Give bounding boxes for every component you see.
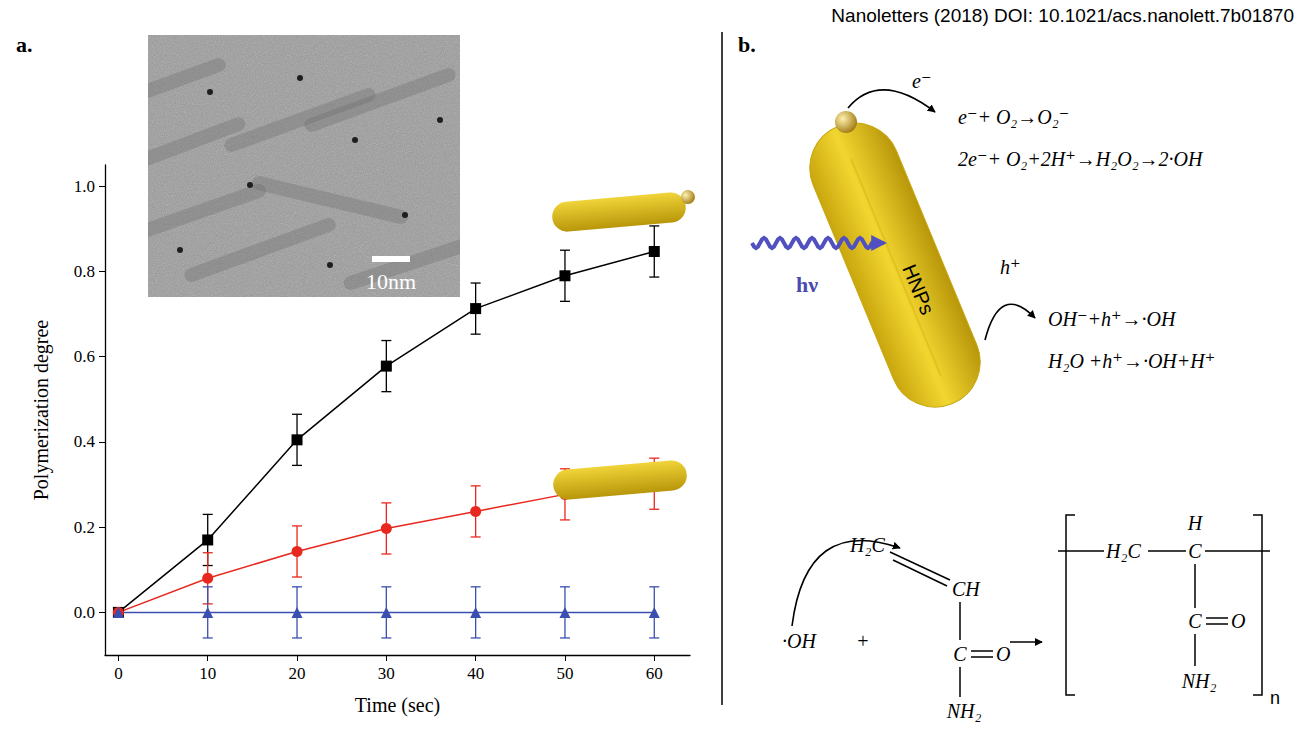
svg-text:1.0: 1.0 — [74, 177, 95, 196]
svg-text:e⁻+ O₂→O₂⁻: e⁻+ O₂→O₂⁻ — [958, 106, 1069, 128]
svg-text:NH₂: NH₂ — [946, 700, 982, 722]
svg-text:0: 0 — [114, 664, 123, 683]
svg-text:0.0: 0.0 — [74, 603, 95, 622]
svg-text:NH₂: NH₂ — [1181, 670, 1217, 692]
svg-text:O: O — [996, 643, 1010, 665]
svg-text:20: 20 — [289, 664, 306, 683]
svg-text:HNPs: HNPs — [898, 261, 938, 318]
svg-text:n: n — [1270, 688, 1280, 708]
svg-text:2e⁻+ O₂+2H⁺→H₂O₂→2·OH: 2e⁻+ O₂+2H⁺→H₂O₂→2·OH — [958, 148, 1204, 170]
svg-text:Polymerization degree: Polymerization degree — [30, 320, 53, 501]
svg-text:e⁻: e⁻ — [912, 70, 931, 92]
svg-text:OH⁻+h⁺→·OH: OH⁻+h⁺→·OH — [1048, 308, 1177, 330]
svg-text:·OH: ·OH — [782, 630, 817, 652]
svg-text:CH: CH — [952, 578, 981, 600]
svg-text:h⁺: h⁺ — [1000, 256, 1021, 278]
svg-text:Nanoletters (2018) DOI: 10.102: Nanoletters (2018) DOI: 10.1021/acs.nano… — [831, 5, 1294, 26]
svg-text:a.: a. — [16, 32, 33, 57]
svg-text:60: 60 — [646, 664, 663, 683]
svg-text:0.8: 0.8 — [74, 262, 95, 281]
svg-text:0.4: 0.4 — [74, 432, 96, 451]
svg-text:H₂O +h⁺→·OH+H⁺: H₂O +h⁺→·OH+H⁺ — [1047, 350, 1215, 372]
svg-text:C: C — [1188, 540, 1202, 562]
svg-text:b.: b. — [738, 32, 756, 57]
svg-text:H₂C: H₂C — [1105, 540, 1141, 562]
svg-text:O: O — [1231, 610, 1245, 632]
svg-text:C: C — [953, 643, 967, 665]
svg-text:C: C — [1188, 610, 1202, 632]
svg-text:10: 10 — [199, 664, 216, 683]
svg-text:H₂C: H₂C — [849, 534, 885, 556]
svg-text:hν: hν — [796, 272, 818, 297]
svg-text:0.6: 0.6 — [74, 347, 95, 366]
svg-text:40: 40 — [467, 664, 484, 683]
svg-text:50: 50 — [556, 664, 573, 683]
svg-text:+: + — [856, 630, 870, 652]
svg-text:30: 30 — [378, 664, 395, 683]
svg-text:0.2: 0.2 — [74, 518, 95, 537]
svg-text:Time (sec): Time (sec) — [355, 694, 440, 717]
svg-text:10nm: 10nm — [366, 269, 416, 294]
svg-text:H: H — [1187, 512, 1204, 534]
